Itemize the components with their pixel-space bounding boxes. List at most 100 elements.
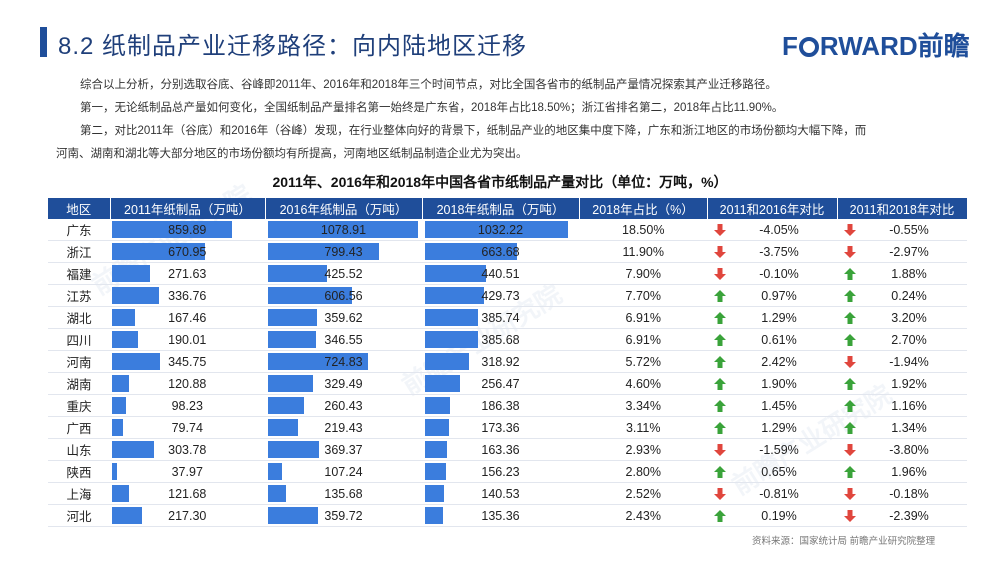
compare-value: -2.39% bbox=[889, 508, 929, 523]
cell-v2018-bar: 156.23 bbox=[422, 460, 580, 483]
cell-v2016-bar: 369.37 bbox=[265, 438, 423, 461]
table-row: 湖北 167.46 359.62 385.74 6.91% 1.29% 3.20% bbox=[48, 306, 967, 329]
cell-v2011-bar: 670.95 bbox=[110, 240, 266, 263]
data-bar bbox=[112, 441, 155, 458]
bar-value: 1078.91 bbox=[320, 222, 367, 237]
table-row: 河北 217.30 359.72 135.36 2.43% 0.19% -2.39% bbox=[48, 504, 967, 527]
compare-value: -0.55% bbox=[889, 222, 929, 237]
data-bar bbox=[267, 419, 298, 436]
cell-region: 湖南 bbox=[48, 372, 110, 395]
data-bar bbox=[267, 243, 379, 260]
intro-paragraph-4: 河南、湖南和湖北等大部分地区的市场份额均有所提高，河南地区纸制品制造企业尤为突出… bbox=[56, 148, 528, 160]
table-row: 福建 271.63 425.52 440.51 7.90% -0.10% 1.88% bbox=[48, 262, 967, 285]
table-row: 上海 121.68 135.68 140.53 2.52% -0.81% -0.18% bbox=[48, 482, 967, 505]
cell-region: 河北 bbox=[48, 504, 110, 527]
cell-region: 上海 bbox=[48, 482, 110, 505]
logo-rest: RWARD前瞻 bbox=[819, 31, 970, 61]
bar-value: 140.53 bbox=[481, 486, 520, 501]
compare-value: -4.05% bbox=[759, 222, 799, 237]
cell-v2016-bar: 724.83 bbox=[265, 350, 423, 373]
compare-value: 1.29% bbox=[761, 310, 797, 325]
compare-value: 2.42% bbox=[761, 354, 797, 369]
compare-value: 0.97% bbox=[761, 288, 797, 303]
intro-paragraph-1: 综合以上分析，分别选取谷底、谷峰即2011年、2016年和2018年三个时间节点… bbox=[80, 79, 777, 91]
data-bar bbox=[112, 507, 143, 524]
table-row: 山东 303.78 369.37 163.36 2.93% -1.59% -3.80% bbox=[48, 438, 967, 461]
data-bar bbox=[112, 397, 126, 414]
data-bar bbox=[112, 375, 129, 392]
bar-value: 369.37 bbox=[324, 442, 363, 457]
cell-v2016-bar: 1078.91 bbox=[265, 219, 423, 241]
cell-v2018-bar: 385.74 bbox=[422, 306, 580, 329]
cell-compare-c1: -3.75% bbox=[707, 240, 837, 263]
intro-paragraph-3: 第二，对比2011年（谷底）和2016年（谷峰）发现，在行业整体向好的背景下，纸… bbox=[80, 125, 867, 137]
table-row: 陕西 37.97 107.24 156.23 2.80% 0.65% 1.96% bbox=[48, 460, 967, 483]
table-body: 广东 859.89 1078.91 1032.22 18.50% -4.05% -0.55%… bbox=[48, 219, 967, 527]
data-bar bbox=[267, 397, 304, 414]
header-share-2018: 2018年占比（%） bbox=[579, 198, 708, 219]
header-region: 地区 bbox=[48, 198, 111, 219]
data-bar bbox=[112, 463, 118, 480]
bar-value: 120.88 bbox=[168, 376, 207, 391]
cell-compare-c2: -0.55% bbox=[837, 219, 967, 241]
cell-v2011-bar: 345.75 bbox=[110, 350, 266, 373]
table-row: 江苏 336.76 606.56 429.73 7.70% 0.97% 0.24% bbox=[48, 284, 967, 307]
cell-v2016-bar: 329.49 bbox=[265, 372, 423, 395]
data-bar bbox=[424, 331, 479, 348]
cell-v2011-bar: 121.68 bbox=[110, 482, 266, 505]
cell-v2018-bar: 429.73 bbox=[422, 284, 580, 307]
data-bar bbox=[112, 309, 136, 326]
compare-value: 0.19% bbox=[761, 508, 797, 523]
cell-region: 浙江 bbox=[48, 240, 110, 263]
cell-v2011-bar: 37.97 bbox=[110, 460, 266, 483]
data-bar bbox=[267, 375, 314, 392]
cell-share: 6.91% bbox=[579, 306, 707, 329]
bar-value: 359.62 bbox=[324, 310, 363, 325]
production-table: 地区 2011年纸制品（万吨） 2016年纸制品（万吨） 2018年纸制品（万吨… bbox=[48, 198, 968, 527]
data-bar bbox=[112, 221, 232, 238]
cell-v2018-bar: 440.51 bbox=[422, 262, 580, 285]
bar-value: 173.36 bbox=[481, 420, 520, 435]
cell-v2016-bar: 799.43 bbox=[265, 240, 423, 263]
cell-share: 7.70% bbox=[579, 284, 707, 307]
cell-region: 陕西 bbox=[48, 460, 110, 483]
cell-v2011-bar: 303.78 bbox=[110, 438, 266, 461]
data-bar bbox=[112, 243, 206, 260]
cell-v2011-bar: 167.46 bbox=[110, 306, 266, 329]
bar-value: 663.68 bbox=[481, 244, 520, 259]
cell-v2018-bar: 1032.22 bbox=[422, 219, 580, 241]
bar-value: 163.36 bbox=[481, 442, 520, 457]
header-compare-2011-2016: 2011和2016年对比 bbox=[707, 198, 838, 219]
bar-value: 271.63 bbox=[168, 266, 207, 281]
cell-compare-c1: -0.81% bbox=[707, 482, 837, 505]
compare-value: 1.45% bbox=[761, 398, 797, 413]
data-bar bbox=[267, 441, 319, 458]
cell-v2018-bar: 663.68 bbox=[422, 240, 580, 263]
compare-value: -3.75% bbox=[759, 244, 799, 259]
bar-value: 440.51 bbox=[481, 266, 520, 281]
compare-value: -1.94% bbox=[889, 354, 929, 369]
brand-logo: F RWARD前瞻 bbox=[782, 26, 970, 63]
cell-v2011-bar: 271.63 bbox=[110, 262, 266, 285]
title-accent-bar bbox=[40, 27, 47, 57]
header-2018: 2018年纸制品（万吨） bbox=[422, 198, 580, 219]
cell-compare-c1: 0.65% bbox=[707, 460, 837, 483]
cell-share: 18.50% bbox=[579, 219, 707, 241]
cell-region: 广东 bbox=[48, 219, 110, 241]
compare-value: 1.34% bbox=[891, 420, 927, 435]
cell-region: 福建 bbox=[48, 262, 110, 285]
cell-share: 2.93% bbox=[579, 438, 707, 461]
source-note: 资料来源：国家统计局 前瞻产业研究院整理 bbox=[752, 536, 936, 547]
data-bar bbox=[424, 221, 568, 238]
compare-value: -1.59% bbox=[759, 442, 799, 457]
cell-v2011-bar: 859.89 bbox=[110, 219, 266, 241]
cell-v2016-bar: 260.43 bbox=[265, 394, 423, 417]
cell-compare-c2: 0.24% bbox=[837, 284, 967, 307]
cell-compare-c2: 1.34% bbox=[837, 416, 967, 439]
page-title: 8.2 纸制品产业迁移路径：向内陆地区迁移 bbox=[58, 33, 528, 60]
data-bar bbox=[112, 485, 129, 502]
cell-region: 山东 bbox=[48, 438, 110, 461]
cell-region: 湖北 bbox=[48, 306, 110, 329]
bar-value: 346.55 bbox=[324, 332, 363, 347]
intro-paragraph-2: 第一，无论纸制品总产量如何变化，全国纸制品产量排名第一始终是广东省，2018年占… bbox=[80, 102, 784, 114]
